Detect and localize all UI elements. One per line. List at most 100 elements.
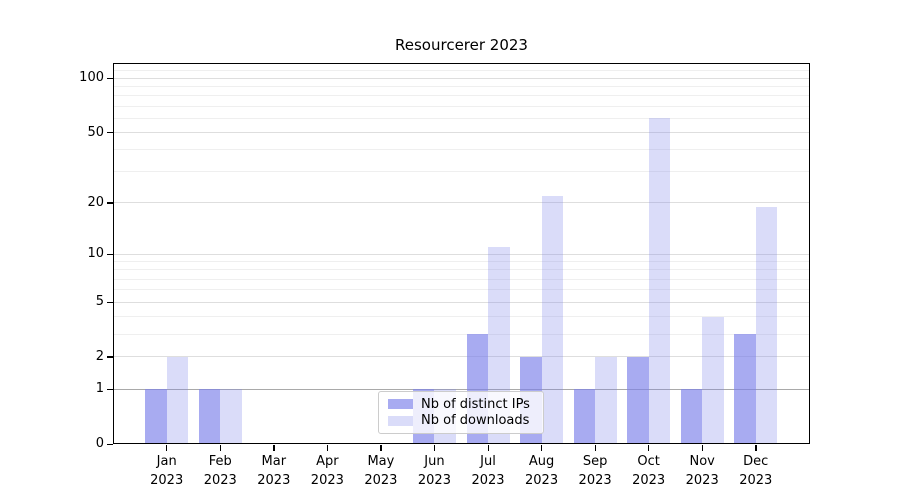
- y-tick-label: 5: [95, 294, 104, 310]
- gridline-major: [113, 356, 810, 358]
- x-tick-label-line: 2023: [525, 473, 559, 488]
- gridline-minor: [113, 333, 810, 335]
- y-tick-mark: [107, 253, 113, 255]
- x-tick-mark: [648, 445, 650, 451]
- x-tick-label: Sep 2023: [563, 452, 627, 490]
- bar-nb-of-downloads-oct-2023: [648, 118, 671, 444]
- bar-nb-of-downloads-sep-2023: [595, 356, 617, 444]
- gridline-minor: [113, 316, 810, 318]
- bar-nb-of-distinct-ips-dec-2023: [734, 334, 756, 444]
- gridline-minor: [113, 117, 810, 119]
- x-tick-mark: [487, 445, 489, 451]
- bar-nb-of-downloads-nov-2023: [702, 316, 724, 444]
- legend-swatch-distinct-ips: [388, 399, 413, 410]
- bar-nb-of-downloads-jan-2023: [166, 356, 189, 444]
- x-tick-label-line: 2023: [310, 473, 344, 488]
- gridline-minor: [113, 149, 810, 151]
- chart-title: Resourcerer 2023: [395, 36, 528, 54]
- x-tick-label: Jan 2023: [135, 452, 199, 490]
- x-tick-label-line: Jun: [424, 454, 445, 469]
- x-tick-label-line: 2023: [364, 473, 398, 488]
- x-tick-label-line: 2023: [203, 473, 237, 488]
- x-tick-label-line: 2023: [632, 473, 666, 488]
- bar-nb-of-distinct-ips-jan-2023: [145, 389, 167, 444]
- x-tick-label-line: Apr: [316, 454, 339, 469]
- y-tick-label: 20: [87, 194, 104, 210]
- legend-label-distinct-ips: Nb of distinct IPs: [421, 396, 530, 412]
- gridline-major: [113, 253, 810, 255]
- gridline-minor: [113, 70, 810, 72]
- x-tick-label-line: 2023: [257, 473, 291, 488]
- bar-nb-of-distinct-ips-sep-2023: [573, 389, 596, 444]
- y-tick-label: 50: [87, 124, 104, 140]
- gridline-minor: [113, 261, 810, 263]
- x-tick-mark: [380, 445, 382, 451]
- gridline-major: [113, 301, 810, 303]
- x-tick-mark: [594, 445, 596, 451]
- x-tick-label-line: Dec: [743, 454, 769, 469]
- gridline-minor: [113, 95, 810, 97]
- y-tick-mark: [107, 301, 113, 303]
- x-tick-mark: [701, 445, 703, 451]
- x-tick-label-line: Aug: [528, 454, 555, 469]
- y-tick-label: 1: [95, 381, 104, 397]
- x-tick-label: Mar 2023: [242, 452, 306, 490]
- x-tick-label: Feb 2023: [188, 452, 252, 490]
- x-tick-label: Jul 2023: [456, 452, 520, 490]
- x-tick-mark: [326, 445, 329, 451]
- x-tick-label-line: Sep: [582, 454, 608, 469]
- plot-area: Nb of distinct IPs Nb of downloads: [113, 63, 810, 444]
- legend: Nb of distinct IPs Nb of downloads: [378, 391, 544, 434]
- bar-nb-of-downloads-feb-2023: [220, 389, 242, 444]
- x-tick-label: Oct 2023: [617, 452, 681, 490]
- x-tick-mark: [433, 445, 436, 451]
- x-tick-label-line: Jan: [156, 454, 177, 469]
- bar-nb-of-distinct-ips-oct-2023: [627, 356, 649, 444]
- x-tick-label-line: Jul: [480, 454, 496, 469]
- y-tick-label: 10: [87, 246, 104, 262]
- x-tick-label: May 2023: [349, 452, 413, 490]
- bar-nb-of-downloads-dec-2023: [755, 206, 778, 444]
- y-tick-mark: [107, 77, 113, 80]
- legend-item-distinct-ips: Nb of distinct IPs: [388, 397, 534, 412]
- x-tick-label-line: 2023: [685, 473, 719, 488]
- x-tick-label-line: 2023: [739, 473, 773, 488]
- y-tick-label: 2: [95, 348, 104, 364]
- x-tick-mark: [541, 445, 543, 451]
- x-tick-label-line: 2023: [417, 473, 451, 488]
- x-tick-label: Jun 2023: [402, 452, 466, 490]
- x-tick-label-line: 2023: [578, 473, 612, 488]
- gridline-minor: [113, 278, 810, 280]
- x-tick-label-line: Nov: [689, 454, 715, 469]
- gridline-major: [113, 202, 810, 204]
- bar-nb-of-distinct-ips-feb-2023: [198, 389, 221, 444]
- x-tick-label: Aug 2023: [510, 452, 574, 490]
- legend-swatch-downloads: [388, 415, 413, 426]
- y-tick-mark: [107, 202, 113, 204]
- x-tick-label-line: May: [367, 454, 395, 469]
- bar-nb-of-distinct-ips-nov-2023: [680, 389, 703, 444]
- y-tick-mark: [107, 443, 113, 445]
- x-tick-label: Nov 2023: [670, 452, 734, 490]
- x-tick-label: Dec 2023: [724, 452, 788, 490]
- gridline-major: [113, 388, 810, 390]
- bar-nb-of-downloads-aug-2023: [541, 195, 564, 444]
- gridline-minor: [113, 269, 810, 271]
- gridline-major: [113, 77, 810, 79]
- x-tick-label-line: Mar: [261, 454, 287, 469]
- x-tick-label-line: Oct: [637, 454, 660, 469]
- legend-label-downloads: Nb of downloads: [421, 413, 530, 429]
- x-tick-mark: [219, 445, 222, 451]
- x-tick-label: Apr 2023: [295, 452, 359, 490]
- gridline-minor: [113, 105, 810, 107]
- x-tick-mark: [755, 445, 757, 451]
- gridline-minor: [113, 171, 810, 173]
- y-tick-mark: [107, 356, 113, 358]
- x-tick-mark: [273, 445, 275, 451]
- x-tick-label-line: 2023: [471, 473, 505, 488]
- x-tick-label-line: Feb: [208, 454, 232, 469]
- y-tick-mark: [107, 388, 113, 390]
- y-tick-label: 100: [79, 70, 104, 86]
- x-tick-mark: [166, 445, 168, 451]
